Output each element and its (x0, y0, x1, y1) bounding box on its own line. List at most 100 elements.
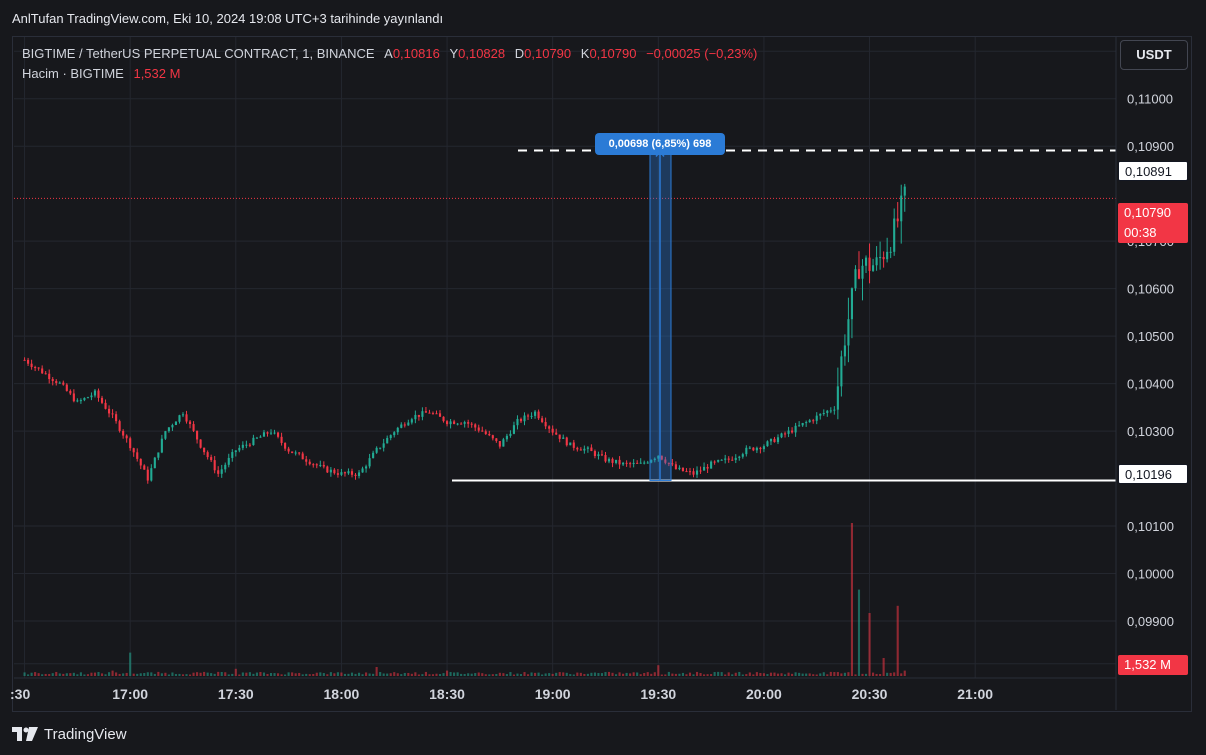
close-value: 0,10790 (589, 46, 637, 61)
candle-body (555, 432, 558, 435)
volume-bar (833, 672, 836, 676)
candle-body (122, 430, 125, 436)
volume-bar (776, 673, 780, 676)
grid-lines (14, 37, 1116, 678)
candle-body (653, 458, 656, 461)
volume-label[interactable]: Hacim · BIGTIME (22, 66, 124, 81)
volume-bar (241, 672, 244, 676)
candle-body (495, 438, 498, 442)
volume-bar (688, 672, 692, 676)
candle-body (727, 458, 730, 460)
volume-bar (660, 674, 663, 676)
volume-bar (639, 674, 642, 676)
volume-bar (586, 673, 589, 676)
volume-bar (277, 673, 280, 676)
drawing-overlays[interactable] (14, 149, 1116, 482)
tradingview-logo-icon (12, 727, 38, 741)
candle-body (801, 422, 804, 426)
volume-bar (375, 667, 378, 676)
volume-bar (629, 673, 632, 676)
candle-body (245, 444, 248, 446)
volume-bar (213, 673, 216, 676)
candle-body (174, 421, 178, 426)
candle-body (748, 447, 751, 449)
candle-body (703, 466, 706, 471)
volume-bar (389, 673, 392, 676)
volume-bar (273, 673, 276, 676)
volume-bar (86, 674, 89, 676)
volume-bar (597, 673, 600, 676)
candle-body (505, 435, 508, 440)
candle-body (833, 409, 836, 411)
candle-body (900, 195, 903, 222)
legend-price-row: BIGTIME / TetherUS PERPETUAL CONTRACT, 1… (22, 46, 757, 66)
candle-body (252, 437, 255, 446)
volume-bar (636, 672, 639, 676)
candle-body (882, 257, 885, 260)
volume-bar (502, 673, 505, 676)
candle-body (671, 463, 674, 465)
volume-bar (72, 672, 75, 676)
time-tick-label: 17:00 (112, 686, 148, 702)
price-tick-label: 0,10100 (1127, 519, 1174, 534)
volume-bar (900, 673, 903, 676)
volume-bar (872, 672, 875, 676)
candle-body (125, 435, 128, 439)
candle-body (312, 464, 315, 466)
candle-body (579, 449, 582, 451)
volume-bar (308, 674, 311, 676)
volume-bar (217, 671, 220, 676)
price-axis[interactable]: 0,111000,110000,109000,107000,106000,105… (1115, 37, 1174, 710)
candle-body (72, 393, 75, 402)
volume-bar (428, 674, 431, 676)
volume-bar (280, 674, 283, 676)
candle-body (143, 465, 146, 470)
volume-bar (643, 673, 646, 676)
candle-body (382, 443, 385, 448)
measure-label[interactable]: 0,00698 (6,85%) 698 (595, 133, 725, 155)
candle-body (153, 457, 156, 469)
volume-bar (590, 672, 593, 676)
volume-bar (30, 672, 33, 676)
candle-body (83, 397, 86, 401)
volume-bar (150, 672, 153, 676)
volume-bar (791, 673, 794, 676)
volume-bar (467, 673, 470, 676)
volume-bar (51, 673, 54, 676)
volume-bar (720, 672, 723, 676)
volume-bar (122, 673, 125, 676)
currency-button[interactable]: USDT (1120, 40, 1188, 70)
volume-bar (157, 671, 160, 676)
candle-body (79, 400, 82, 402)
candle-body (69, 390, 72, 394)
candle-body (227, 457, 230, 465)
volume-bar (291, 672, 294, 676)
volume-bar (664, 674, 667, 676)
candle-body (836, 386, 839, 410)
time-tick-label: 20:00 (746, 686, 782, 702)
chart-legend: BIGTIME / TetherUS PERPETUAL CONTRACT, 1… (22, 46, 757, 86)
volume-bar (100, 673, 104, 676)
volume-bar (445, 670, 449, 676)
volume-bar (544, 673, 547, 676)
chart-frame[interactable] (12, 36, 1192, 712)
candle-body (843, 345, 846, 357)
volume-bar (414, 672, 417, 676)
volume-bar (27, 674, 30, 676)
candle-body (808, 420, 811, 423)
candle-body (477, 427, 480, 431)
candle-body (435, 413, 438, 415)
candle-body (417, 414, 420, 417)
candle-body (819, 413, 822, 416)
candle-body (277, 432, 280, 437)
symbol-title[interactable]: BIGTIME / TetherUS PERPETUAL CONTRACT, 1… (22, 46, 375, 61)
volume-bar (685, 674, 688, 676)
candle-body (734, 457, 737, 460)
volume-bar (632, 672, 635, 676)
volume-bar (593, 672, 596, 676)
candle-body (210, 457, 213, 461)
volume-bar (569, 674, 572, 676)
volume-bar (167, 674, 170, 676)
time-axis[interactable]: :30 17:00 17:30 18:00 18:30 19:00 19:30 20:00 20… (10, 677, 1116, 702)
